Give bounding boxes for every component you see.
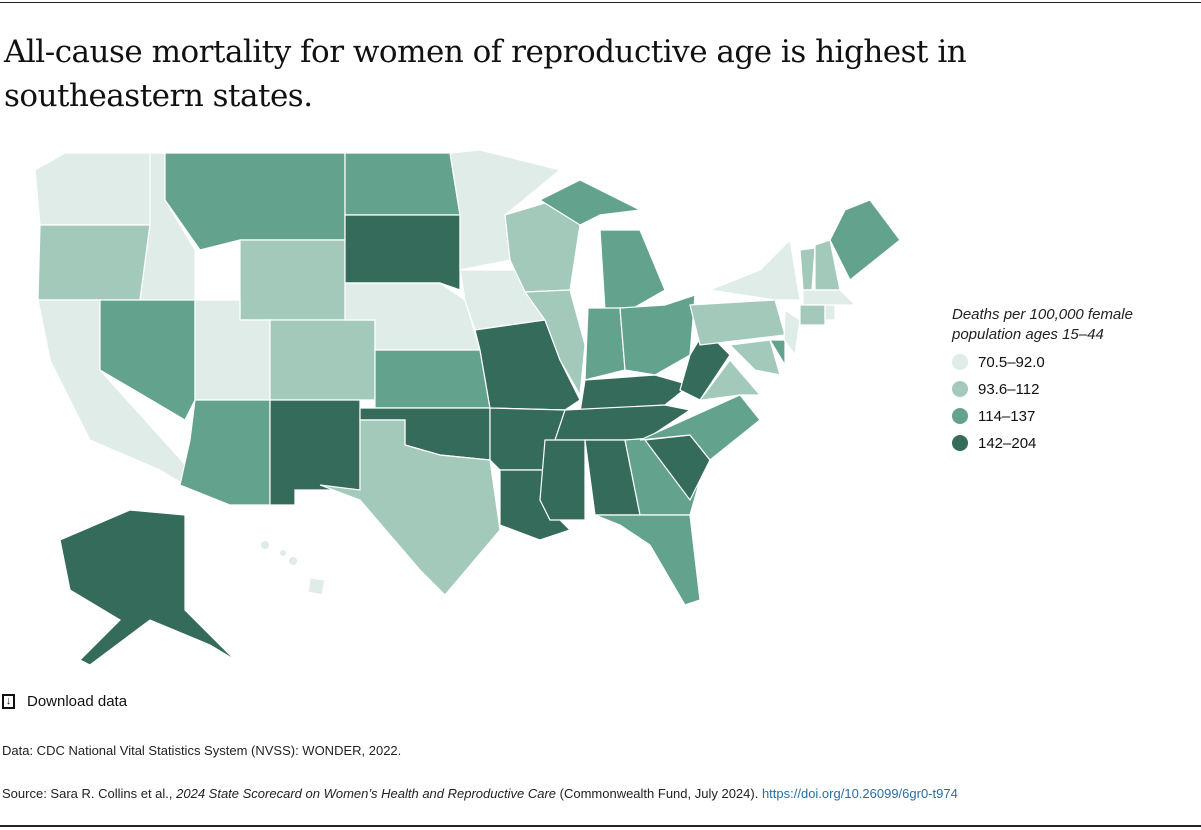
state-nm[interactable] bbox=[269, 399, 361, 506]
state-ri[interactable] bbox=[824, 304, 836, 321]
legend-item: 70.5–92.0 bbox=[952, 352, 1201, 372]
legend-swatch bbox=[952, 408, 968, 424]
legend-label: 70.5–92.0 bbox=[978, 353, 1045, 371]
download-label: Download data bbox=[27, 693, 128, 710]
legend-label: 93.6–112 bbox=[978, 380, 1040, 398]
legend-swatch bbox=[952, 435, 968, 451]
chart-title: All-cause mortality for women of reprodu… bbox=[4, 34, 967, 114]
state-nv[interactable] bbox=[99, 299, 196, 421]
state-co[interactable] bbox=[269, 319, 376, 401]
state-wa[interactable] bbox=[34, 152, 151, 226]
state-ky[interactable] bbox=[579, 374, 692, 413]
state-ma[interactable] bbox=[802, 289, 857, 306]
state-nd[interactable] bbox=[344, 152, 461, 216]
legend-title: Deaths per 100,000 female population age… bbox=[952, 306, 1133, 343]
state-nj[interactable] bbox=[783, 308, 801, 357]
state-mi[interactable] bbox=[538, 179, 643, 226]
state-mt[interactable] bbox=[164, 152, 346, 251]
state-tx[interactable] bbox=[319, 419, 501, 596]
source-note: Source: Sara R. Collins et al., 2024 Sta… bbox=[2, 786, 958, 801]
legend-label: 114–137 bbox=[978, 407, 1036, 425]
top-rule bbox=[0, 2, 1201, 3]
state-or[interactable] bbox=[37, 224, 151, 301]
legend-item: 93.6–112 bbox=[952, 379, 1201, 399]
state-de[interactable] bbox=[768, 339, 786, 368]
state-ak[interactable] bbox=[59, 509, 236, 666]
source-suffix: (Commonwealth Fund, July 2024). bbox=[556, 786, 762, 801]
download-data-button[interactable]: ↓ Download data bbox=[2, 693, 127, 710]
state-pa[interactable] bbox=[689, 299, 786, 346]
state-hi-island[interactable] bbox=[289, 557, 297, 565]
state-ct[interactable] bbox=[799, 304, 826, 326]
state-ms[interactable] bbox=[539, 439, 586, 521]
state-ks[interactable] bbox=[374, 349, 491, 409]
state-hi-island[interactable] bbox=[280, 550, 286, 556]
download-icon: ↓ bbox=[2, 694, 15, 709]
state-nc[interactable] bbox=[639, 394, 761, 461]
source-prefix: Source: Sara R. Collins et al., bbox=[2, 786, 177, 801]
state-tn[interactable] bbox=[554, 404, 692, 441]
state-va[interactable] bbox=[664, 359, 762, 406]
state-oh[interactable] bbox=[619, 294, 696, 376]
state-il[interactable] bbox=[523, 289, 586, 397]
state-hi[interactable] bbox=[307, 577, 326, 596]
state-mi[interactable] bbox=[599, 229, 666, 311]
legend-item: 142–204 bbox=[952, 433, 1201, 453]
state-wy[interactable] bbox=[239, 239, 346, 321]
legend-label: 142–204 bbox=[978, 434, 1037, 452]
state-me[interactable] bbox=[829, 199, 901, 281]
legend-swatch bbox=[952, 381, 968, 397]
state-az[interactable] bbox=[179, 399, 271, 506]
legend: Deaths per 100,000 female population age… bbox=[952, 305, 1201, 453]
source-link[interactable]: https://doi.org/10.26099/6gr0-t974 bbox=[761, 786, 958, 801]
data-note: Data: CDC National Vital Statistics Syst… bbox=[2, 743, 402, 758]
legend-swatch bbox=[952, 354, 968, 370]
bottom-rule bbox=[0, 825, 1201, 827]
state-hi-island[interactable] bbox=[261, 541, 269, 549]
us-map bbox=[34, 149, 901, 666]
state-ny[interactable] bbox=[707, 238, 801, 301]
state-vt[interactable] bbox=[799, 247, 816, 291]
legend-item: 114–137 bbox=[952, 406, 1201, 426]
state-sd[interactable] bbox=[344, 214, 461, 291]
state-fl[interactable] bbox=[594, 514, 701, 606]
state-in[interactable] bbox=[584, 307, 626, 381]
source-title: 2024 State Scorecard on Women’s Health a… bbox=[176, 786, 557, 801]
state-md[interactable] bbox=[728, 339, 781, 376]
